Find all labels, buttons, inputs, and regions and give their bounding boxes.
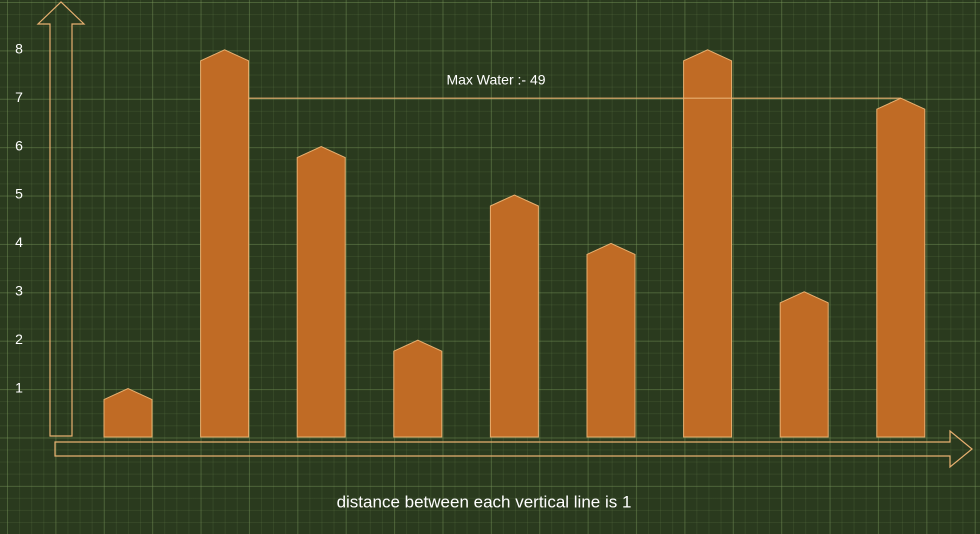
bar	[586, 242, 636, 438]
bar	[489, 194, 539, 438]
x-axis-arrow	[54, 429, 973, 469]
y-axis-arrow	[36, 1, 86, 437]
bar	[200, 49, 250, 438]
y-tick-label: 5	[15, 186, 23, 202]
bar	[683, 49, 733, 438]
bar	[779, 291, 829, 438]
bar	[296, 146, 346, 438]
y-tick-label: 2	[15, 331, 23, 347]
y-tick-label: 3	[15, 283, 23, 299]
bar	[103, 388, 153, 438]
y-tick-label: 4	[15, 234, 23, 250]
bar	[393, 339, 443, 438]
y-tick-label: 8	[15, 41, 23, 57]
x-axis-label: distance between each vertical line is 1	[337, 492, 632, 511]
y-tick-label: 1	[15, 379, 23, 395]
bar	[876, 97, 926, 438]
y-tick-label: 7	[15, 89, 23, 105]
annotation: Max Water :- 49	[446, 72, 545, 88]
y-tick-label: 6	[15, 137, 23, 153]
